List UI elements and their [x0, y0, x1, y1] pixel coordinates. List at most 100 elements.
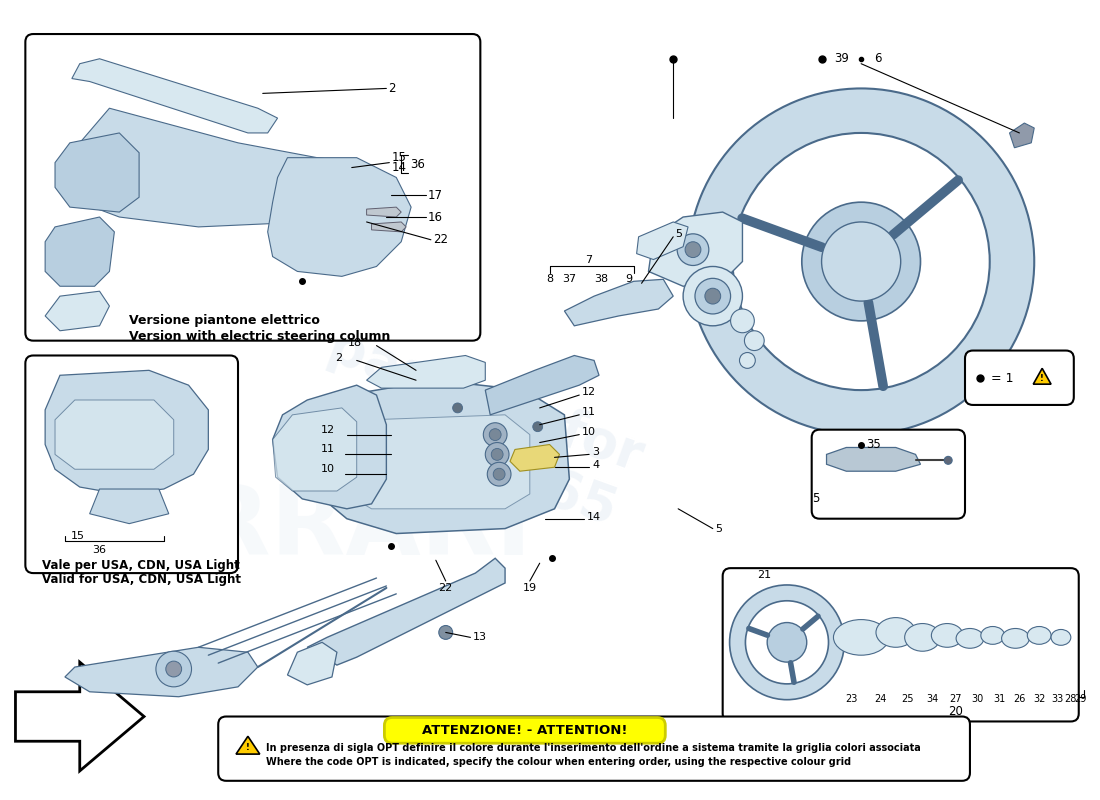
Text: 29: 29 — [1075, 694, 1087, 704]
Circle shape — [678, 234, 708, 266]
Text: 22: 22 — [439, 583, 453, 593]
Text: 3: 3 — [592, 447, 600, 458]
Polygon shape — [372, 222, 406, 232]
Polygon shape — [45, 370, 208, 494]
Wedge shape — [729, 585, 845, 700]
Polygon shape — [346, 415, 530, 509]
Text: 15: 15 — [70, 530, 85, 541]
Circle shape — [745, 330, 764, 350]
Text: 39: 39 — [835, 52, 849, 66]
Text: 34: 34 — [926, 694, 938, 704]
Circle shape — [166, 661, 182, 677]
FancyBboxPatch shape — [965, 350, 1074, 405]
Text: 30: 30 — [971, 694, 984, 704]
Text: 37: 37 — [562, 274, 576, 284]
Polygon shape — [45, 291, 109, 330]
Polygon shape — [72, 58, 277, 133]
FancyBboxPatch shape — [812, 430, 965, 518]
Circle shape — [452, 403, 462, 413]
Polygon shape — [485, 355, 600, 415]
Polygon shape — [267, 158, 411, 276]
Circle shape — [483, 422, 507, 446]
Text: FERRARI: FERRARI — [63, 482, 531, 575]
Text: Version with electric steering column: Version with electric steering column — [129, 330, 390, 343]
Text: 16: 16 — [428, 210, 443, 223]
Text: !: ! — [1041, 374, 1044, 382]
Circle shape — [695, 278, 730, 314]
Text: 31: 31 — [993, 694, 1005, 704]
Polygon shape — [70, 108, 362, 227]
Circle shape — [492, 449, 503, 460]
Circle shape — [685, 242, 701, 258]
Ellipse shape — [1052, 630, 1070, 646]
Text: 9: 9 — [625, 274, 632, 284]
FancyBboxPatch shape — [218, 717, 970, 781]
Text: 36: 36 — [92, 546, 107, 555]
Ellipse shape — [1027, 626, 1052, 644]
Text: 7: 7 — [585, 254, 593, 265]
Circle shape — [944, 456, 953, 464]
Text: 15: 15 — [392, 151, 406, 164]
Text: 36: 36 — [410, 158, 425, 171]
Text: 22: 22 — [433, 234, 448, 246]
Ellipse shape — [981, 626, 1004, 644]
Text: 5: 5 — [675, 229, 682, 239]
Text: 38: 38 — [594, 274, 608, 284]
Text: 24: 24 — [874, 694, 887, 704]
Circle shape — [532, 422, 542, 432]
Text: 21: 21 — [757, 570, 771, 580]
Polygon shape — [273, 385, 386, 509]
Polygon shape — [307, 558, 505, 665]
Text: 8: 8 — [546, 274, 553, 284]
Circle shape — [485, 442, 509, 466]
Text: !: ! — [246, 742, 250, 752]
Text: 32: 32 — [1033, 694, 1045, 704]
Polygon shape — [564, 279, 673, 326]
Text: 23: 23 — [845, 694, 857, 704]
Text: 35: 35 — [866, 438, 881, 451]
Polygon shape — [312, 380, 570, 534]
Text: 28: 28 — [1065, 694, 1077, 704]
Text: 14: 14 — [587, 512, 602, 522]
Circle shape — [767, 622, 806, 662]
Text: 17: 17 — [428, 189, 443, 202]
Circle shape — [490, 429, 502, 441]
Circle shape — [439, 626, 452, 639]
Ellipse shape — [834, 619, 889, 655]
Text: 11: 11 — [582, 407, 596, 417]
Text: 33: 33 — [1050, 694, 1063, 704]
Text: 13: 13 — [472, 632, 486, 642]
Text: 25: 25 — [901, 694, 914, 704]
Circle shape — [156, 651, 191, 687]
Text: 5: 5 — [812, 493, 820, 506]
Polygon shape — [287, 642, 337, 685]
Ellipse shape — [956, 629, 983, 648]
Circle shape — [730, 309, 755, 333]
Polygon shape — [1010, 123, 1034, 148]
Text: 12: 12 — [321, 425, 334, 434]
Text: Vale per USA, CDN, USA Light: Vale per USA, CDN, USA Light — [42, 558, 240, 572]
Circle shape — [739, 353, 756, 368]
Polygon shape — [637, 222, 689, 259]
Text: 26: 26 — [1013, 694, 1025, 704]
FancyBboxPatch shape — [25, 355, 238, 573]
Text: 6: 6 — [874, 52, 881, 66]
Circle shape — [487, 462, 512, 486]
Circle shape — [683, 266, 743, 326]
Polygon shape — [366, 207, 402, 217]
FancyBboxPatch shape — [384, 718, 666, 743]
Polygon shape — [65, 647, 257, 697]
Circle shape — [705, 288, 720, 304]
Text: 4: 4 — [592, 460, 600, 470]
Text: = 1: = 1 — [987, 372, 1013, 385]
Text: passion for
since 1965: passion for since 1965 — [300, 320, 650, 539]
Polygon shape — [45, 217, 114, 286]
Text: 20: 20 — [948, 705, 962, 718]
Text: 19: 19 — [522, 583, 537, 593]
Text: In presenza di sigla OPT definire il colore durante l'inserimento dell'ordine a : In presenza di sigla OPT definire il col… — [266, 743, 921, 753]
Ellipse shape — [1002, 629, 1030, 648]
Text: ATTENZIONE! - ATTENTION!: ATTENZIONE! - ATTENTION! — [422, 724, 628, 737]
Text: 10: 10 — [321, 464, 334, 474]
Circle shape — [822, 222, 901, 301]
Text: 11: 11 — [321, 445, 334, 454]
